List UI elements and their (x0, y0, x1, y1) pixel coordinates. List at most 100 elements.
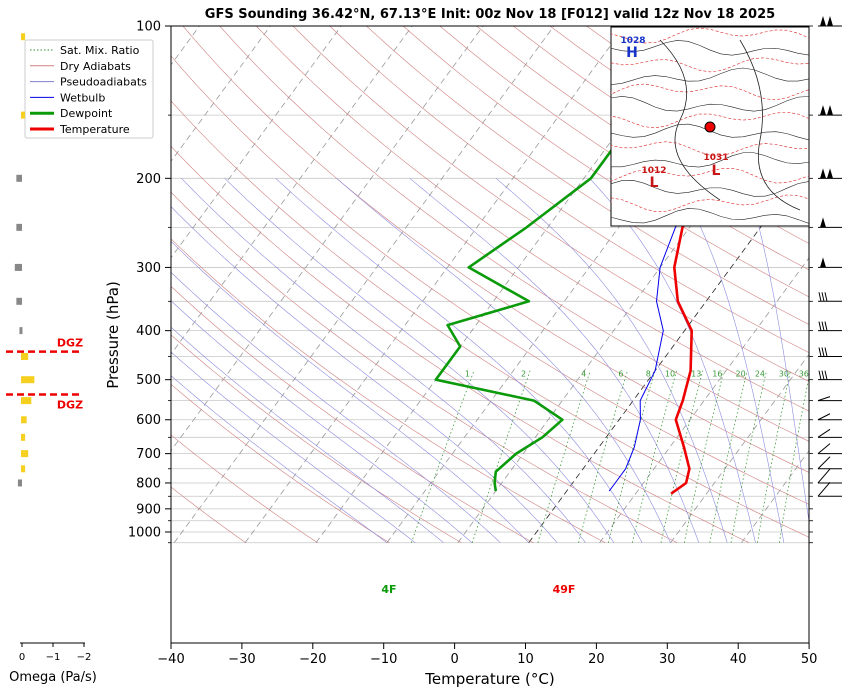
dry-adiabat (171, 145, 750, 543)
omega-bar (16, 174, 22, 182)
isotherm (171, 26, 271, 162)
map-low-label-2: L (712, 163, 721, 179)
mixing-ratio-label: 30 (779, 370, 789, 379)
dry-adiabat (402, 26, 809, 298)
map-contour (611, 152, 809, 168)
dry-adiabat (219, 26, 809, 442)
x-tick-label: 20 (588, 652, 605, 667)
mixing-ratio-label: 10 (665, 370, 675, 379)
isotherm (171, 26, 413, 355)
wind-barb-feather (817, 468, 831, 484)
legend: Sat. Mix. Ratio Dry Adiabats Pseudoadiabat… (24, 39, 154, 139)
pseudoadiabat (171, 326, 444, 543)
pseudoadiabat (171, 375, 388, 543)
mixing-ratio-label: 13 (691, 370, 701, 379)
dry-adiabat (366, 26, 809, 325)
wind-barb-flag (827, 105, 833, 116)
map-contour (611, 67, 809, 85)
pseudoadiabat (275, 178, 643, 543)
dry-adiabat (439, 26, 809, 271)
surface-temperature-label: 49F (553, 583, 576, 596)
wind-barb-feather (824, 370, 828, 380)
wind-barb-feather (821, 370, 825, 380)
mixing-ratio-line (660, 370, 704, 543)
wind-barb-feather (817, 413, 831, 421)
wind-barb-feather (817, 481, 831, 497)
legend-label: Dewpoint (60, 107, 113, 120)
mixing-ratio-label: 2 (521, 370, 526, 379)
x-axis-label: Temperature (°C) (424, 670, 554, 688)
wind-barb-feather (824, 321, 828, 331)
map-low-value-1: 1012 (641, 166, 666, 176)
mixing-ratio-line (631, 370, 677, 543)
mixing-ratio-line (779, 375, 809, 543)
surface-dewpoint-label: 4F (381, 583, 396, 596)
wind-barb-flag (827, 168, 833, 179)
omega-bar (21, 33, 26, 41)
map-contour (611, 83, 809, 101)
chart-title: GFS Sounding 36.42°N, 67.13°E Init: 00z … (205, 7, 775, 22)
y-tick-label: 800 (136, 476, 161, 491)
x-tick-label: 40 (730, 652, 747, 667)
mixing-ratio-label: 1 (465, 370, 470, 379)
isotherm (171, 26, 484, 452)
map-low-label-1: L (650, 175, 659, 191)
y-tick-label: 200 (136, 172, 161, 187)
dry-adiabat (171, 486, 246, 543)
pseudoadiabat (181, 178, 586, 543)
map-low-value-2: 1031 (703, 153, 728, 163)
y-tick-label: 1000 (128, 526, 161, 541)
dewpoint-line (434, 26, 768, 492)
dry-adiabat (171, 100, 809, 538)
wind-barb-feather (818, 347, 822, 357)
wind-barb-feather (824, 292, 828, 302)
mixing-ratio-line (578, 370, 628, 543)
map-contour (611, 141, 809, 156)
mixing-ratio-label: 8 (646, 370, 651, 379)
map-coastline (739, 39, 801, 211)
mixing-ratio-line (608, 370, 656, 543)
x-tick-label: 50 (801, 652, 818, 667)
pseudoadiabat (589, 178, 756, 543)
pseudoadiabat (171, 271, 501, 543)
wind-barb-feather (818, 370, 822, 380)
dgz-label: DGZ (57, 337, 83, 350)
mixing-ratio-label: 36 (799, 370, 809, 379)
omega-tick-label: −2 (77, 652, 92, 663)
dry-adiabat (256, 26, 809, 412)
map-contour (611, 96, 809, 112)
dry-adiabat (182, 26, 809, 473)
dry-adiabat (476, 26, 809, 244)
pseudoadiabat (224, 178, 615, 543)
wind-barb-flag (820, 16, 826, 26)
legend-label: Pseudoadiabats (60, 76, 147, 89)
omega-bar (19, 327, 23, 335)
map-coastline (659, 39, 721, 201)
wind-barb-flag (820, 257, 826, 268)
map-contour (611, 208, 809, 224)
y-tick-label: 500 (136, 373, 161, 388)
omega-bar (16, 297, 22, 305)
omega-panel: 0 −1 −2 DGZ DGZ (6, 33, 91, 663)
pseudoadiabat (171, 300, 473, 543)
map-high-label: H (626, 45, 638, 61)
y-tick-label: 100 (136, 20, 161, 35)
wind-barb-feather (818, 321, 822, 331)
pseudoadiabat (745, 178, 809, 524)
wind-barb-feather (817, 396, 831, 402)
x-tick-label: 10 (517, 652, 534, 667)
dry-adiabat (171, 191, 678, 543)
pseudoadiabat (336, 178, 671, 543)
mixing-ratio-label: 24 (755, 370, 765, 379)
mixing-ratio-line (709, 370, 748, 543)
legend-label: Sat. Mix. Ratio (60, 44, 140, 57)
isotherm (171, 26, 342, 259)
omega-bar (21, 111, 26, 119)
omega-bar (21, 416, 27, 424)
wind-barb-feather (821, 347, 825, 357)
legend-label: Dry Adiabats (60, 60, 131, 73)
omega-bar (21, 433, 26, 441)
dry-adiabat (171, 285, 534, 543)
wind-barb-feather (817, 428, 831, 438)
